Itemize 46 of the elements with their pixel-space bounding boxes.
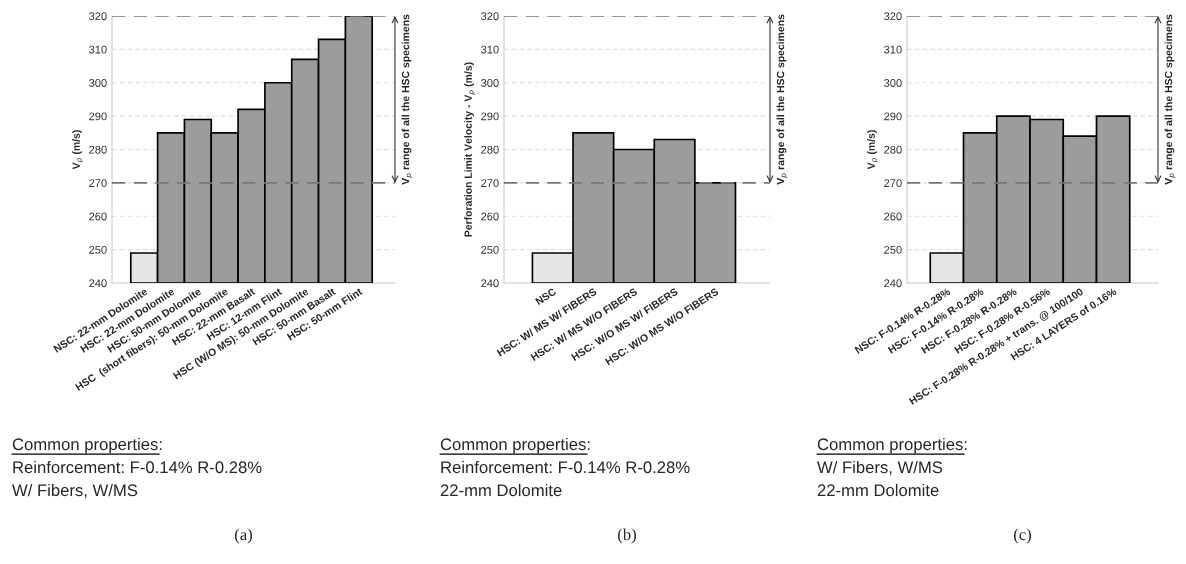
text: Common properties: (12, 437, 162, 454)
y-tick-label: 250 (481, 245, 499, 254)
y-tick-label: 310 (89, 45, 107, 54)
text: W/ Fibers, W/MS (12, 483, 138, 499)
y-tick-label: 240 (89, 279, 107, 288)
y-tick-label: 270 (884, 179, 902, 188)
y-tick-label: 260 (89, 212, 107, 221)
y-tick-label: 300 (89, 79, 107, 87)
text: Reinforcement: F-0.14% R-0.28% (441, 460, 690, 474)
y-tick-label: 300 (884, 79, 902, 87)
y-tick-label: 240 (481, 279, 499, 288)
text: (b) (618, 528, 636, 544)
y-tick-label: 320 (481, 12, 499, 21)
text: 22-mm Dolomite (817, 483, 939, 497)
x-tick-label: NSC (535, 287, 557, 306)
y-tick-label: 320 (884, 12, 902, 21)
text: V$_{p}$ range of all the HSC specimens (1164, 14, 1176, 185)
y-tick-label: 290 (481, 112, 499, 121)
y-tick-label: 290 (884, 112, 902, 121)
y-tick-label: 260 (884, 212, 902, 221)
text: Common properties: (817, 437, 967, 454)
y-tick-label: 250 (884, 245, 902, 254)
text: (c) (1013, 528, 1032, 544)
text: 22-mm Dolomite (440, 483, 562, 497)
y-tick-label: 260 (481, 212, 499, 221)
y-tick-label: 290 (89, 112, 107, 121)
text: (a) (234, 528, 253, 544)
y-tick-label: 310 (481, 45, 499, 54)
y-tick-label: 280 (884, 145, 902, 154)
y-tick-label: 270 (481, 179, 499, 188)
y-axis-title: V$_{p}$ (m/s) (867, 130, 878, 170)
y-tick-label: 240 (884, 279, 902, 288)
text: W/ Fibers, W/MS (817, 460, 943, 476)
text: Common properties: (440, 437, 590, 454)
y-tick-label: 280 (481, 145, 499, 154)
y-tick-label: 310 (884, 45, 902, 54)
y-tick-label: 250 (89, 245, 107, 254)
y-axis-title: Perforation Limit Velocity - V$_{p}$ (m/s) (464, 62, 475, 237)
y-tick-label: 270 (89, 179, 107, 188)
text: V$_{p}$ range of all the HSC specimens (401, 14, 413, 185)
text: Reinforcement: F-0.14% R-0.28% (13, 460, 262, 474)
y-tick-label: 280 (89, 145, 107, 154)
text: V$_{p}$ range of all the HSC specimens (776, 14, 788, 185)
y-tick-label: 320 (89, 12, 107, 21)
y-axis-title: V$_{p}$ (m/s) (72, 130, 83, 170)
y-tick-label: 300 (481, 79, 499, 87)
